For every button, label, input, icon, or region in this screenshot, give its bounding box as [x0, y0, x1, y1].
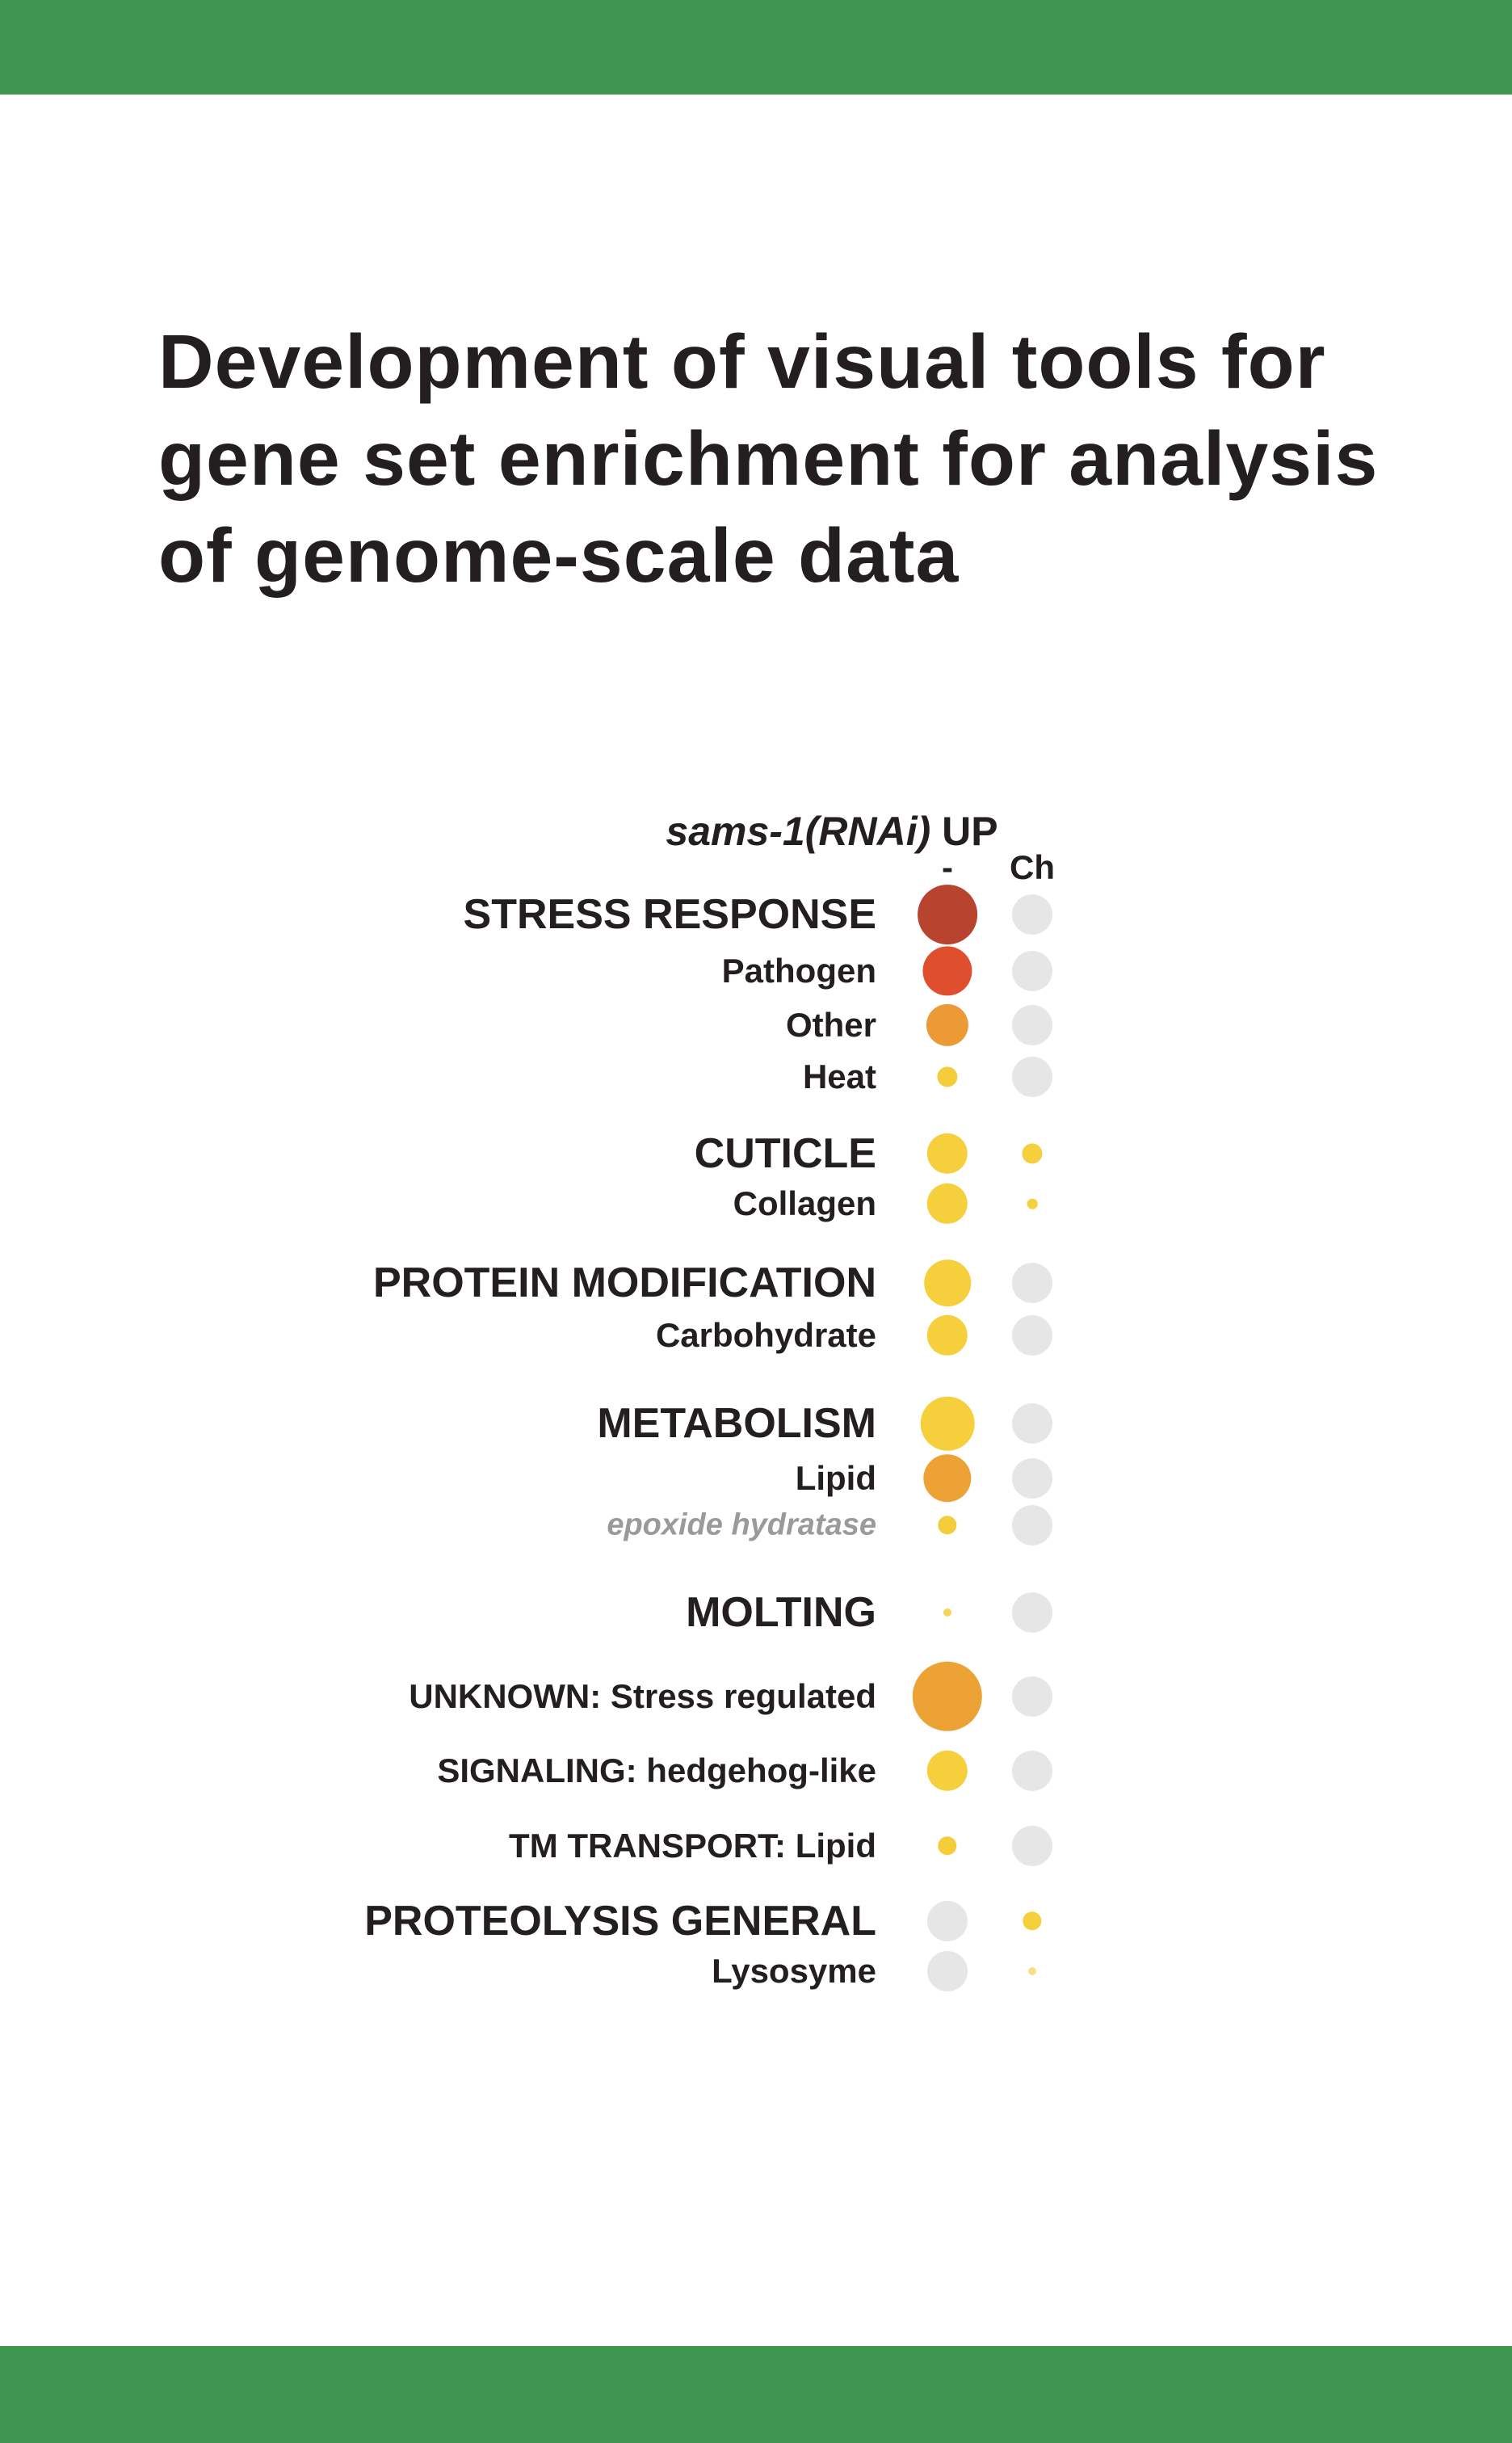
empty-dot [1012, 1315, 1052, 1356]
title-line-3: of genome-scale data [158, 513, 960, 599]
row-label: SIGNALING: hedgehog-like [437, 1751, 876, 1789]
enrichment-dot [926, 1133, 968, 1175]
footer-band [0, 2346, 1512, 2443]
enrichment-dot [926, 1003, 969, 1047]
empty-dot [1012, 1458, 1052, 1499]
empty-dot [1012, 951, 1052, 991]
empty-dot [1012, 1751, 1052, 1791]
enrichment-dot [1022, 1143, 1043, 1164]
empty-dot [927, 1951, 968, 1991]
empty-dot [1012, 1505, 1052, 1545]
empty-dot [1012, 1592, 1052, 1633]
row-label: UNKNOWN: Stress regulated [409, 1677, 876, 1715]
empty-dot [1012, 1676, 1052, 1717]
enrichment-dot [923, 1454, 972, 1503]
enrichment-dot [1028, 1967, 1036, 1975]
row-label: MOLTING [686, 1589, 876, 1636]
enrichment-dot [1027, 1198, 1038, 1209]
row-label: TM TRANSPORT: Lipid [509, 1827, 876, 1865]
poster-title: Development of visual tools for gene set… [158, 313, 1483, 604]
empty-dot [1012, 1403, 1052, 1444]
header-band [0, 0, 1512, 95]
enrichment-dot [924, 1259, 971, 1306]
enrichment-dot [1023, 1911, 1042, 1931]
enrichment-dot [938, 1836, 957, 1856]
enrichment-dot [912, 1661, 983, 1732]
row-label: Lipid [795, 1459, 876, 1497]
row-label: epoxide hydratase [607, 1507, 876, 1542]
enrichment-dot [926, 1183, 968, 1225]
empty-dot [1012, 894, 1052, 935]
column-header-control: - [942, 848, 953, 886]
enrichment-dot [922, 946, 972, 996]
chart-title-gene: sams-1(RNAi) [666, 809, 931, 854]
row-label: STRESS RESPONSE [463, 891, 876, 938]
row-label: CUTICLE [694, 1130, 876, 1177]
enrichment-dot [926, 1314, 968, 1356]
row-label: Carbohydrate [655, 1316, 876, 1354]
title-line-2: gene set enrichment for analysis [158, 416, 1379, 502]
row-label: METABOLISM [597, 1400, 876, 1447]
empty-dot [1012, 1005, 1052, 1045]
row-label: Heat [802, 1058, 876, 1095]
enrichment-dot [937, 1066, 958, 1087]
chart-title: sams-1(RNAi) UP [666, 808, 998, 855]
row-label: Pathogen [721, 952, 876, 990]
row-label: Other [785, 1006, 876, 1044]
title-line-1: Development of visual tools for [158, 319, 1326, 405]
row-label: PROTEOLYSIS GENERAL [364, 1898, 876, 1945]
chart-title-direction: UP [930, 809, 998, 854]
row-label: Collagen [733, 1184, 876, 1222]
enrichment-dot [943, 1608, 951, 1617]
enrichment-dot [918, 885, 977, 944]
empty-dot [1012, 1826, 1052, 1866]
enrichment-dot [938, 1516, 957, 1535]
row-label: Lysosyme [712, 1952, 876, 1990]
empty-dot [927, 1901, 968, 1941]
enrichment-dot [926, 1750, 968, 1792]
row-label: PROTEIN MODIFICATION [372, 1259, 876, 1306]
column-header-ch: Ch [1010, 848, 1055, 886]
empty-dot [1012, 1057, 1052, 1097]
empty-dot [1012, 1263, 1052, 1303]
enrichment-dot [920, 1396, 975, 1451]
